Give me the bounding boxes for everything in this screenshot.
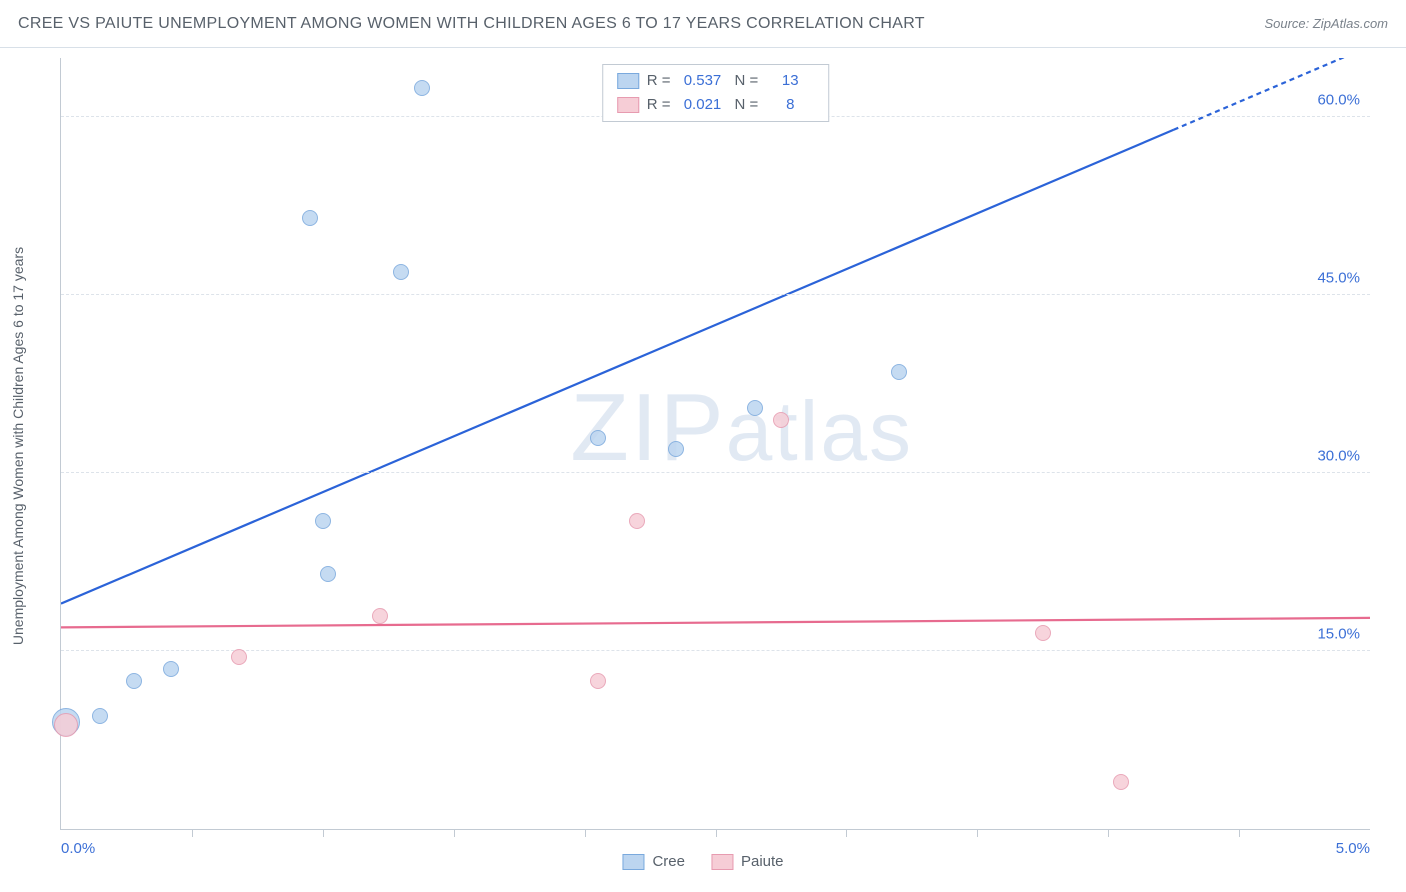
data-point bbox=[315, 513, 331, 529]
gridline-h bbox=[61, 294, 1370, 295]
x-min-label: 0.0% bbox=[61, 840, 95, 857]
x-max-label: 5.0% bbox=[1336, 840, 1370, 857]
chart-title: CREE VS PAIUTE UNEMPLOYMENT AMONG WOMEN … bbox=[18, 15, 1264, 33]
chart-container: CREE VS PAIUTE UNEMPLOYMENT AMONG WOMEN … bbox=[0, 0, 1406, 892]
source-attribution: Source: ZipAtlas.com bbox=[1264, 16, 1388, 31]
data-point bbox=[668, 441, 684, 457]
data-point bbox=[747, 400, 763, 416]
legend-swatch bbox=[617, 97, 639, 113]
legend-label: Cree bbox=[652, 853, 685, 870]
data-point bbox=[231, 649, 247, 665]
data-point bbox=[92, 708, 108, 724]
legend-swatch bbox=[617, 73, 639, 89]
data-point bbox=[891, 364, 907, 380]
legend-top-row: R = 0.537 N = 13 bbox=[617, 69, 815, 93]
data-point bbox=[590, 673, 606, 689]
gridline-h bbox=[61, 472, 1370, 473]
x-tick bbox=[1108, 829, 1109, 837]
data-point bbox=[414, 80, 430, 96]
r-label: R = bbox=[647, 69, 671, 93]
legend-label: Paiute bbox=[741, 853, 784, 870]
data-point bbox=[126, 673, 142, 689]
n-value: 13 bbox=[766, 69, 814, 93]
y-tick-label: 60.0% bbox=[1317, 92, 1360, 109]
data-point bbox=[54, 713, 78, 737]
x-tick bbox=[977, 829, 978, 837]
data-point bbox=[629, 513, 645, 529]
legend-swatch bbox=[622, 854, 644, 870]
legend-bottom: Cree Paiute bbox=[622, 853, 783, 870]
n-value: 8 bbox=[766, 93, 814, 117]
data-point bbox=[1035, 625, 1051, 641]
x-tick bbox=[716, 829, 717, 837]
legend-swatch bbox=[711, 854, 733, 870]
r-value: 0.537 bbox=[679, 69, 727, 93]
x-tick bbox=[846, 829, 847, 837]
y-tick-label: 45.0% bbox=[1317, 270, 1360, 287]
header: CREE VS PAIUTE UNEMPLOYMENT AMONG WOMEN … bbox=[0, 0, 1406, 48]
legend-top-row: R = 0.021 N = 8 bbox=[617, 93, 815, 117]
data-point bbox=[372, 608, 388, 624]
watermark: ZIPatlas bbox=[570, 373, 913, 483]
data-point bbox=[1113, 774, 1129, 790]
legend-top: R = 0.537 N = 13 R = 0.021 N = 8 bbox=[602, 64, 830, 122]
data-point bbox=[320, 566, 336, 582]
data-point bbox=[163, 661, 179, 677]
x-tick bbox=[454, 829, 455, 837]
y-tick-label: 30.0% bbox=[1317, 448, 1360, 465]
x-tick bbox=[323, 829, 324, 837]
data-point bbox=[393, 264, 409, 280]
r-label: R = bbox=[647, 93, 671, 117]
x-tick bbox=[192, 829, 193, 837]
y-tick-label: 15.0% bbox=[1317, 626, 1360, 643]
data-point bbox=[590, 430, 606, 446]
r-value: 0.021 bbox=[679, 93, 727, 117]
x-tick bbox=[585, 829, 586, 837]
data-point bbox=[302, 210, 318, 226]
plot-area: ZIPatlas 15.0%30.0%45.0%60.0%0.0%5.0%R =… bbox=[60, 58, 1370, 830]
gridline-h bbox=[61, 650, 1370, 651]
n-label: N = bbox=[735, 69, 759, 93]
n-label: N = bbox=[735, 93, 759, 117]
data-point bbox=[773, 412, 789, 428]
x-tick bbox=[1239, 829, 1240, 837]
legend-bottom-item: Cree bbox=[622, 853, 685, 870]
legend-bottom-item: Paiute bbox=[711, 853, 784, 870]
y-axis-label: Unemployment Among Women with Children A… bbox=[10, 247, 26, 645]
